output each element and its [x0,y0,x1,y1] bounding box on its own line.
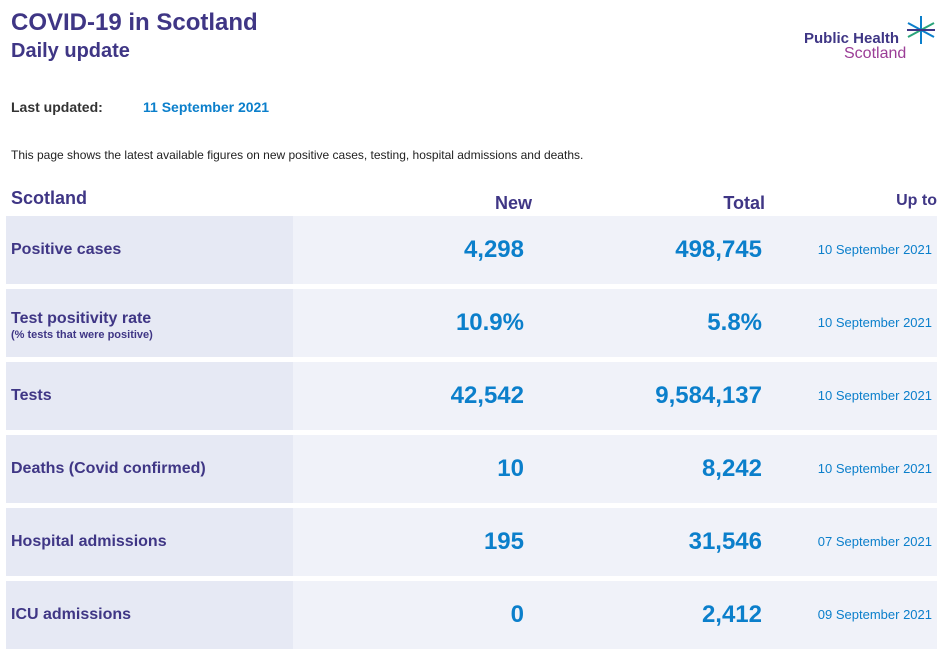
row-up-to-date: 09 September 2021 [817,607,932,622]
row-value-cell [293,289,937,357]
row-new-value: 10 [497,455,524,482]
row-label-cell [6,216,293,284]
row-label-cell [6,508,293,576]
row-new-value: 42,542 [450,382,524,409]
row-total-value: 9,584,137 [655,382,762,409]
column-header-region: Scotland [11,188,88,208]
row-label: Test positivity rate [11,310,152,327]
stats-table: Positive cases 4,298 498,745 10 Septembe… [0,216,943,654]
row-total-value: 2,412 [701,601,762,628]
row-total-value: 498,745 [675,236,762,263]
column-header-up-to: Up to [896,192,937,209]
row-new-value: 0 [510,601,524,628]
table-row-hospital-admissions: Hospital admissions 195 31,546 07 Septem… [0,508,943,576]
column-header-total: Total [723,193,765,213]
table-row-test-positivity-rate: Test positivity rate (% tests that were … [0,289,943,357]
row-up-to-date: 10 September 2021 [817,388,932,403]
row-label: Tests [11,387,52,404]
row-label-cell [6,435,293,503]
row-label: Positive cases [11,241,122,258]
row-total-value: 8,242 [701,455,762,482]
star-icon [907,16,935,44]
table-row-deaths: Deaths (Covid confirmed) 10 8,242 10 Sep… [0,435,943,503]
row-up-to-date: 10 September 2021 [817,315,932,330]
table-row-icu-admissions: ICU admissions 0 2,412 09 September 2021 [0,581,943,649]
last-updated-value: 11 September 2021 [143,99,270,115]
row-label-cell [6,581,293,649]
last-updated-label: Last updated: [11,99,103,115]
row-value-cell [293,362,937,430]
row-total-value: 5.8% [707,309,762,336]
row-value-cell [293,435,937,503]
row-total-value: 31,546 [688,528,762,555]
intro-text: This page shows the latest available fig… [11,148,584,162]
row-label-cell [6,289,293,357]
page-subtitle: Daily update [11,40,130,62]
table-row-tests: Tests 42,542 9,584,137 10 September 2021 [0,362,943,430]
row-label: Hospital admissions [11,533,167,550]
row-up-to-date: 07 September 2021 [817,534,932,549]
row-new-value: 195 [483,528,524,555]
logo-text-public-health: Public Health [804,30,900,47]
row-label-cell [6,362,293,430]
row-value-cell [293,216,937,284]
row-up-to-date: 10 September 2021 [817,461,932,476]
column-header-new: New [494,193,532,213]
row-up-to-date: 10 September 2021 [817,242,932,257]
row-value-cell [293,508,937,576]
table-row-positive-cases: Positive cases 4,298 498,745 10 Septembe… [0,216,943,284]
row-new-value: 4,298 [463,236,524,263]
row-sublabel: (% tests that were positive) [11,329,153,341]
row-label: ICU admissions [11,606,132,623]
page-title: COVID-19 in Scotland [11,9,258,36]
public-health-scotland-logo[interactable]: Public Health Scotland [800,14,940,66]
row-value-cell [293,581,937,649]
row-new-value: 10.9% [455,309,524,336]
row-label: Deaths (Covid confirmed) [11,460,206,477]
logo-text-scotland: Scotland [844,45,907,62]
